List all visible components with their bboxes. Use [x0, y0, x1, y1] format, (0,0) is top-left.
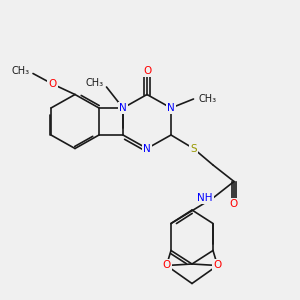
Text: NH: NH — [197, 193, 213, 203]
Text: N: N — [119, 103, 127, 113]
Text: N: N — [167, 103, 175, 113]
Text: O: O — [143, 65, 151, 76]
Text: O: O — [230, 199, 238, 209]
Text: CH₃: CH₃ — [12, 65, 30, 76]
Text: N: N — [143, 143, 151, 154]
Text: O: O — [213, 260, 222, 271]
Text: CH₃: CH₃ — [85, 77, 103, 88]
Text: O: O — [162, 260, 171, 271]
Text: O: O — [48, 79, 57, 89]
Text: CH₃: CH₃ — [198, 94, 216, 104]
Text: S: S — [190, 143, 197, 154]
